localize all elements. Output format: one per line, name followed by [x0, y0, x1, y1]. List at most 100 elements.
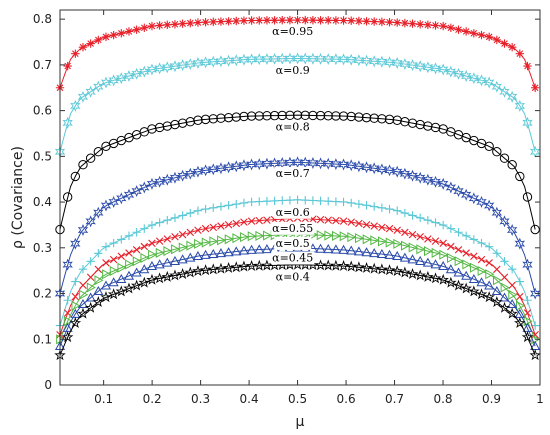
data-point — [376, 55, 388, 68]
data-point — [232, 16, 241, 26]
data-point — [422, 270, 434, 282]
data-point — [63, 316, 73, 327]
data-point — [399, 266, 411, 278]
series-8 — [54, 258, 541, 361]
data-point — [209, 17, 218, 27]
data-point — [529, 349, 541, 361]
data-point — [139, 65, 150, 78]
data-point — [484, 280, 495, 290]
data-point — [78, 265, 88, 274]
data-point — [194, 238, 204, 249]
data-point — [316, 215, 325, 224]
data-point — [454, 256, 464, 267]
data-point — [155, 237, 164, 245]
data-point — [400, 208, 410, 218]
data-point — [208, 248, 219, 259]
data-point — [476, 195, 487, 208]
x-tick-label: 0.2 — [143, 392, 162, 406]
data-point — [269, 110, 280, 121]
data-point — [93, 147, 104, 157]
data-point — [531, 330, 539, 339]
curve-label-bg — [271, 25, 315, 39]
data-point — [285, 195, 295, 205]
data-point — [346, 53, 357, 66]
data-point — [70, 99, 81, 112]
data-point — [231, 246, 242, 256]
data-point — [285, 110, 295, 121]
data-point — [293, 15, 302, 25]
data-point — [262, 16, 272, 25]
data-point — [431, 218, 440, 227]
x-tick-label: 0.5 — [288, 392, 307, 406]
data-point — [361, 112, 372, 123]
data-point — [323, 244, 334, 254]
data-point — [79, 281, 87, 289]
data-point — [453, 185, 464, 198]
data-point — [300, 110, 310, 121]
data-point — [247, 217, 256, 225]
curve-label-bg — [271, 251, 315, 265]
data-point — [499, 215, 510, 228]
data-point — [131, 67, 142, 80]
data-point — [262, 111, 272, 121]
data-point — [223, 247, 234, 257]
data-point — [430, 122, 441, 133]
data-point — [493, 265, 501, 274]
curve-label-bg — [274, 120, 312, 134]
series-0 — [55, 15, 540, 92]
data-point — [278, 16, 287, 25]
data-point — [347, 232, 357, 243]
data-point — [492, 147, 502, 157]
data-point — [285, 15, 295, 25]
data-point — [462, 249, 470, 257]
data-point — [185, 117, 195, 127]
data-point — [346, 111, 356, 122]
data-point — [362, 201, 371, 210]
data-point — [470, 252, 478, 261]
data-point — [339, 16, 348, 25]
data-point — [361, 161, 372, 174]
data-point — [523, 296, 532, 305]
data-point — [94, 35, 103, 45]
data-point — [362, 17, 371, 26]
data-point — [484, 32, 494, 42]
data-point — [162, 257, 173, 267]
data-point — [255, 230, 265, 241]
data-point — [331, 111, 341, 121]
data-point — [500, 39, 509, 48]
data-point — [331, 16, 341, 25]
data-point — [148, 239, 156, 248]
data-point — [506, 224, 518, 236]
data-point — [492, 35, 502, 45]
data-point — [353, 261, 365, 273]
y-tick-label: 0.8 — [33, 12, 52, 26]
data-point — [247, 16, 256, 25]
data-point — [393, 206, 402, 215]
data-point — [369, 55, 380, 68]
data-point — [85, 153, 96, 163]
data-point — [477, 255, 486, 264]
data-point — [415, 255, 426, 266]
y-axis-label: ρ (Covariance) — [10, 146, 26, 249]
data-point — [148, 249, 158, 260]
data-point — [439, 239, 447, 248]
data-point — [378, 236, 388, 247]
data-point — [515, 300, 526, 311]
data-point — [422, 257, 433, 267]
data-point — [491, 296, 503, 308]
data-point — [224, 234, 234, 245]
data-point — [522, 258, 533, 271]
data-point — [116, 273, 127, 284]
data-point — [215, 262, 227, 274]
data-point — [193, 206, 203, 215]
data-point — [186, 18, 195, 28]
data-point — [324, 16, 333, 25]
data-point — [63, 296, 72, 305]
data-point — [125, 249, 133, 257]
data-point — [292, 110, 303, 120]
data-point — [224, 221, 233, 229]
data-point — [354, 16, 364, 26]
data-point — [232, 219, 241, 228]
data-point — [162, 121, 172, 131]
data-point — [499, 292, 510, 302]
